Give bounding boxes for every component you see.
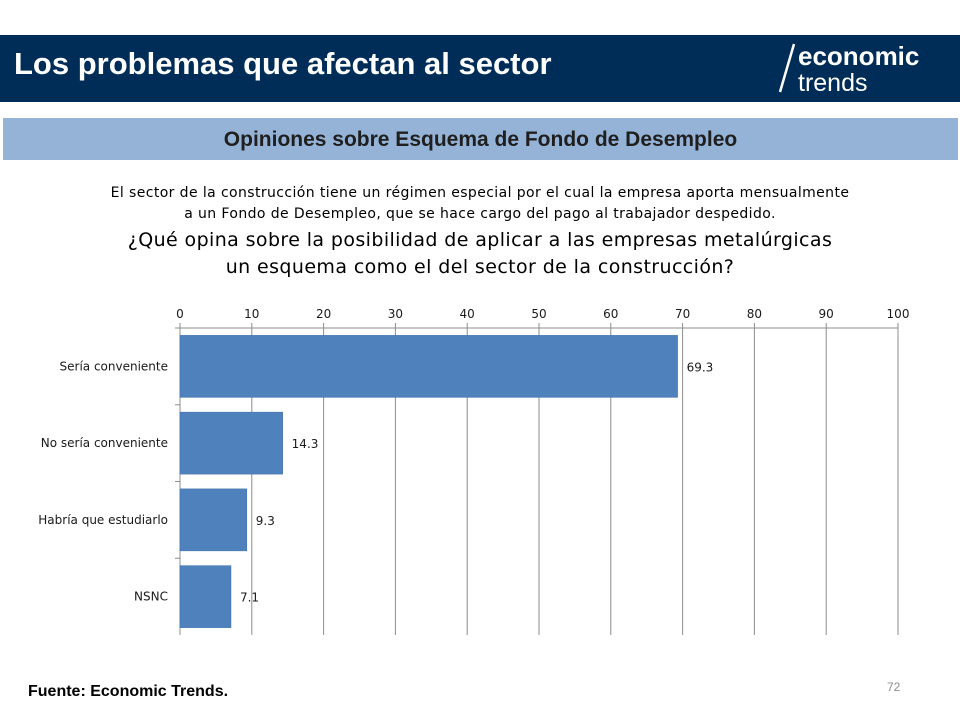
- x-tick-label: 50: [531, 307, 546, 321]
- bar: [179, 411, 283, 475]
- question-context-line-1: El sector de la construcción tiene un ré…: [110, 185, 850, 201]
- source-note: Fuente: Economic Trends.: [28, 683, 229, 700]
- slide-title: Los problemas que afectan al sector: [14, 46, 552, 81]
- data-label: 14.3: [292, 437, 319, 451]
- x-tick-label: 40: [460, 307, 475, 321]
- category-label: No sería conveniente: [41, 436, 168, 450]
- logo-word-trends: trends: [798, 69, 867, 97]
- data-label: 69.3: [687, 360, 714, 374]
- x-tick-label: 20: [316, 307, 331, 321]
- x-tick-label: 70: [675, 307, 690, 321]
- subtitle-bar: Opiniones sobre Esquema de Fondo de Dese…: [3, 118, 958, 160]
- bar: [179, 565, 232, 628]
- x-tick-label: 0: [176, 307, 184, 321]
- data-label: 7.1: [240, 591, 259, 605]
- economic-trends-logo: economic trends: [778, 41, 919, 97]
- x-tick-label: 10: [244, 307, 259, 321]
- category-label: NSNC: [134, 590, 168, 604]
- data-label: 9.3: [256, 514, 275, 528]
- x-tick-label: 60: [603, 307, 618, 321]
- question-context-line-2: a un Fondo de Desempleo, que se hace car…: [184, 206, 776, 222]
- x-tick-label: 30: [388, 307, 403, 321]
- bar: [179, 335, 678, 398]
- question-line-1: ¿Qué opina sobre la posibilidad de aplic…: [127, 229, 833, 251]
- logo-word-economic: economic: [798, 41, 919, 71]
- x-tick-label: 90: [819, 307, 834, 321]
- logo-slash-mark: [778, 43, 796, 93]
- x-tick-label: 100: [887, 307, 910, 321]
- chart-subtitle: Opiniones sobre Esquema de Fondo de Dese…: [223, 128, 738, 151]
- question-line-2: un esquema como el del sector de la cons…: [225, 256, 735, 278]
- header-bar: [0, 35, 960, 102]
- page-number: 72: [887, 680, 901, 694]
- x-tick-label: 80: [747, 307, 762, 321]
- bar: [179, 488, 248, 552]
- category-label: Habría que estudiarlo: [38, 513, 168, 527]
- bar-chart: 0 10 20 30 40 50 60 70 80 90 100 Sería conveniente 6…: [38, 307, 910, 635]
- category-label: Sería conveniente: [60, 359, 168, 373]
